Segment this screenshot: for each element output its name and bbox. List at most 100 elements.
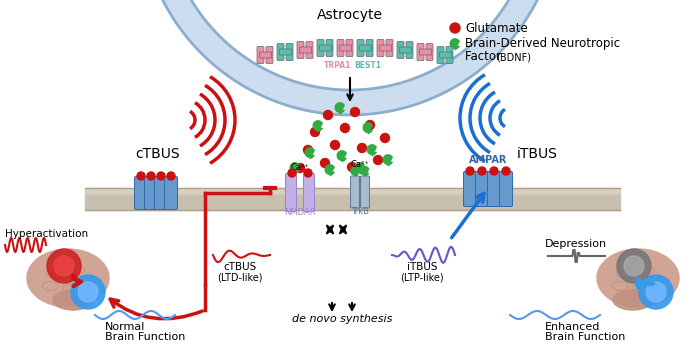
Text: Glutamate: Glutamate (465, 22, 528, 34)
Polygon shape (313, 121, 322, 132)
FancyBboxPatch shape (417, 44, 424, 61)
Text: TrkB: TrkB (351, 207, 369, 216)
FancyBboxPatch shape (379, 45, 391, 51)
Text: AMPAR: AMPAR (469, 155, 507, 165)
Circle shape (157, 172, 165, 180)
FancyBboxPatch shape (319, 45, 332, 51)
FancyBboxPatch shape (346, 40, 353, 57)
Text: iTBUS: iTBUS (407, 262, 438, 272)
Circle shape (167, 172, 175, 180)
FancyBboxPatch shape (286, 173, 297, 211)
FancyBboxPatch shape (304, 173, 314, 211)
FancyBboxPatch shape (487, 171, 500, 206)
Circle shape (624, 256, 644, 276)
FancyBboxPatch shape (260, 52, 272, 58)
Ellipse shape (27, 249, 109, 307)
FancyBboxPatch shape (337, 40, 344, 57)
Ellipse shape (53, 290, 93, 310)
FancyBboxPatch shape (360, 45, 372, 51)
Polygon shape (305, 148, 314, 159)
FancyBboxPatch shape (419, 49, 431, 55)
FancyBboxPatch shape (500, 171, 512, 206)
FancyBboxPatch shape (300, 47, 312, 53)
Circle shape (137, 172, 145, 180)
Circle shape (351, 108, 360, 116)
Text: Brain Function: Brain Function (105, 332, 186, 342)
Text: Astrocyte: Astrocyte (317, 8, 383, 22)
FancyBboxPatch shape (297, 41, 304, 58)
Circle shape (295, 164, 304, 172)
Ellipse shape (597, 249, 679, 307)
Ellipse shape (613, 290, 653, 310)
Circle shape (617, 249, 651, 283)
Polygon shape (368, 145, 376, 156)
Circle shape (639, 275, 673, 309)
FancyBboxPatch shape (406, 41, 413, 58)
Polygon shape (290, 163, 299, 174)
Text: Ca²⁺: Ca²⁺ (290, 163, 309, 172)
FancyBboxPatch shape (397, 41, 404, 58)
Circle shape (478, 167, 486, 175)
Circle shape (304, 145, 312, 154)
Circle shape (71, 275, 105, 309)
Text: Hyperactivation: Hyperactivation (5, 229, 88, 239)
Circle shape (466, 167, 474, 175)
FancyBboxPatch shape (357, 40, 364, 57)
FancyBboxPatch shape (317, 40, 324, 57)
Polygon shape (147, 0, 553, 115)
FancyBboxPatch shape (446, 46, 453, 63)
Circle shape (646, 282, 666, 302)
Text: Normal: Normal (105, 322, 146, 332)
Text: BEST1: BEST1 (354, 61, 382, 70)
Circle shape (323, 110, 332, 120)
Polygon shape (450, 39, 459, 50)
FancyBboxPatch shape (164, 177, 178, 210)
FancyBboxPatch shape (134, 177, 148, 210)
FancyBboxPatch shape (306, 41, 313, 58)
Polygon shape (337, 151, 346, 162)
Text: Factor: Factor (465, 51, 505, 63)
Circle shape (365, 120, 375, 130)
Text: TRPA1: TRPA1 (324, 61, 351, 70)
FancyBboxPatch shape (475, 171, 489, 206)
Circle shape (340, 124, 349, 132)
Circle shape (147, 172, 155, 180)
Circle shape (78, 282, 98, 302)
Circle shape (311, 127, 319, 137)
Text: de novo synthesis: de novo synthesis (292, 314, 392, 324)
Text: Depression: Depression (545, 239, 607, 249)
Circle shape (347, 162, 356, 171)
FancyBboxPatch shape (377, 40, 384, 57)
Text: (LTP-like): (LTP-like) (400, 272, 444, 282)
FancyBboxPatch shape (437, 46, 444, 63)
Text: Brain Function: Brain Function (545, 332, 625, 342)
Text: (BDNF): (BDNF) (496, 52, 531, 62)
FancyBboxPatch shape (440, 52, 452, 58)
Circle shape (47, 249, 81, 283)
FancyBboxPatch shape (266, 46, 273, 63)
FancyBboxPatch shape (400, 47, 412, 53)
Polygon shape (335, 103, 344, 114)
Text: NMDAR: NMDAR (284, 208, 316, 217)
Text: Brain-Derived Neurotropic: Brain-Derived Neurotropic (465, 36, 620, 50)
Text: cTBUS: cTBUS (136, 147, 181, 161)
Text: Enhanced: Enhanced (545, 322, 601, 332)
FancyBboxPatch shape (426, 44, 433, 61)
Circle shape (381, 133, 389, 143)
Circle shape (490, 167, 498, 175)
Polygon shape (355, 163, 364, 174)
Text: cTBUS: cTBUS (223, 262, 257, 272)
Circle shape (54, 256, 74, 276)
FancyBboxPatch shape (360, 176, 370, 208)
Polygon shape (360, 167, 369, 177)
Circle shape (450, 23, 460, 33)
Circle shape (358, 143, 367, 153)
Circle shape (321, 159, 330, 167)
Text: iTBUS: iTBUS (517, 147, 557, 161)
Circle shape (502, 167, 510, 175)
FancyBboxPatch shape (463, 171, 477, 206)
FancyBboxPatch shape (257, 46, 264, 63)
Text: Ca²⁺: Ca²⁺ (351, 160, 370, 169)
FancyBboxPatch shape (340, 45, 351, 51)
Polygon shape (326, 165, 334, 176)
